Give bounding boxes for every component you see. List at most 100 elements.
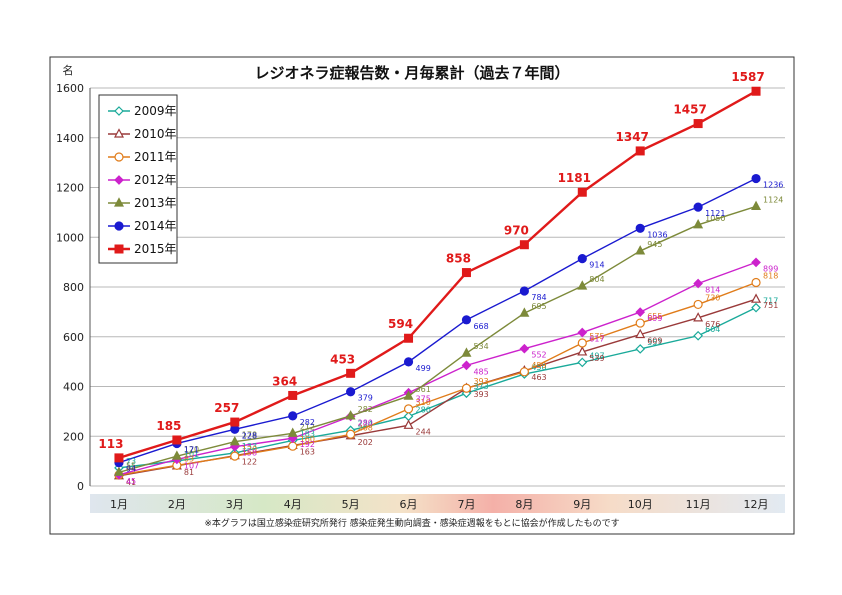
data-label: 280	[358, 418, 373, 427]
data-point	[346, 368, 356, 378]
data-label: 393	[473, 377, 488, 386]
legend-label: 2013年	[134, 196, 177, 210]
data-point	[635, 245, 646, 255]
data-label: 730	[705, 293, 720, 302]
grid-layer	[89, 87, 785, 487]
data-point	[577, 357, 588, 368]
data-label: 94	[126, 465, 136, 474]
data-label: 120	[184, 445, 199, 454]
data-label: 945	[647, 240, 662, 249]
data-label: 364	[272, 374, 297, 388]
legend: 2009年 2010年 2011年 2012年 2013年 2014年 2015年	[98, 94, 178, 264]
x-tick-label: 3月	[226, 498, 244, 511]
y-tick-label: 0	[77, 480, 84, 493]
data-label: 83	[184, 454, 194, 463]
legend-label: 2011年	[134, 150, 177, 164]
data-label: 282	[300, 418, 315, 427]
y-tick-label: 1200	[56, 182, 84, 195]
x-tick-label: 4月	[284, 498, 302, 511]
data-label: 192	[300, 440, 315, 449]
y-tick-label: 200	[63, 430, 84, 443]
data-point	[519, 240, 529, 250]
data-label: 361	[416, 385, 431, 394]
data-label: 1036	[647, 230, 667, 239]
data-label: 1236	[763, 181, 783, 190]
data-point	[693, 119, 703, 129]
y-tick-label: 1400	[56, 132, 84, 145]
data-label: 699	[647, 314, 662, 323]
data-point	[114, 221, 124, 231]
series-line	[118, 90, 757, 460]
data-label: 202	[358, 438, 373, 447]
data-label: 45	[126, 477, 136, 486]
data-point	[230, 417, 240, 427]
data-label: 120	[242, 445, 257, 454]
series-line	[118, 205, 757, 473]
data-point	[114, 106, 124, 116]
x-tick-label: 8月	[515, 498, 533, 511]
data-point	[751, 293, 762, 303]
series-0	[114, 302, 761, 473]
legend-label: 2015年	[134, 242, 177, 256]
data-point	[693, 330, 703, 341]
data-point	[635, 307, 646, 317]
data-label: 695	[531, 302, 546, 311]
data-point	[114, 128, 124, 138]
data-label: 379	[358, 394, 373, 403]
data-point	[114, 175, 124, 185]
y-axis-unit: 名	[63, 63, 74, 77]
data-label: 818	[763, 272, 778, 281]
y-tick-label: 1000	[56, 231, 84, 244]
data-point	[751, 200, 762, 211]
data-label: 668	[473, 322, 488, 331]
data-point	[693, 219, 704, 229]
x-tick-label: 12月	[744, 498, 769, 511]
data-point	[172, 435, 182, 445]
x-tick-label: 11月	[686, 498, 711, 511]
data-label: 604	[705, 325, 720, 334]
data-label: 41	[126, 478, 136, 487]
series-line	[118, 177, 757, 464]
data-point	[519, 367, 529, 377]
data-label: 1587	[731, 70, 764, 84]
data-point	[114, 244, 124, 254]
month-band	[90, 494, 785, 513]
data-point	[519, 307, 530, 317]
x-tick-label: 9月	[573, 498, 591, 511]
data-point	[751, 173, 761, 184]
y-tick-label: 600	[63, 331, 84, 344]
data-point	[635, 318, 645, 328]
data-label: 282	[358, 405, 373, 414]
chart-frame	[49, 56, 795, 535]
x-tick-labels: 1月 2月 3月 4月 5月 6月 7月 8月 9月 10月 11月 12月	[110, 498, 769, 511]
data-label: 1347	[616, 130, 649, 144]
x-tick-label: 6月	[400, 498, 418, 511]
data-point	[230, 451, 240, 461]
data-point	[693, 202, 703, 212]
data-label: 814	[705, 286, 720, 295]
series-6	[114, 86, 761, 463]
data-point	[346, 429, 356, 439]
data-point	[113, 466, 124, 476]
y-tick-label: 800	[63, 281, 84, 294]
legend-label: 2014年	[134, 219, 177, 233]
data-label: 183	[300, 429, 315, 438]
series-5	[114, 173, 761, 468]
data-label: 485	[473, 367, 488, 376]
x-tick-label: 7月	[457, 498, 475, 511]
data-point	[345, 410, 356, 420]
data-label: 1124	[763, 195, 783, 204]
data-point	[461, 383, 472, 393]
data-point	[288, 441, 298, 451]
data-point	[403, 404, 414, 414]
data-point	[577, 187, 587, 197]
data-point	[461, 268, 471, 278]
data-point	[403, 357, 414, 367]
x-tick-label: 2月	[168, 498, 186, 511]
data-label: 373	[473, 382, 488, 391]
x-tick-label: 1月	[110, 498, 128, 511]
data-label: 310	[416, 398, 431, 407]
data-point	[577, 338, 587, 348]
data-point	[229, 435, 240, 446]
data-label: 459	[531, 361, 546, 370]
